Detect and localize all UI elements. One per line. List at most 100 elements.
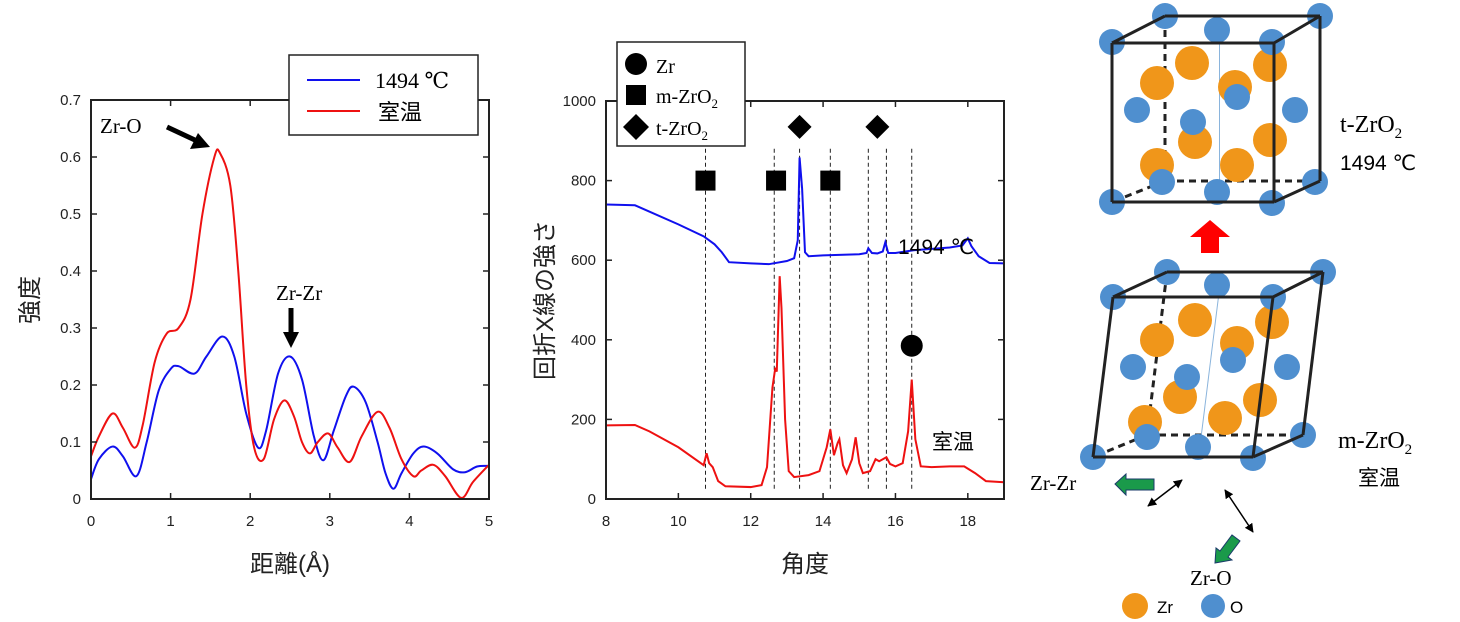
zr-atom: [1255, 305, 1289, 339]
atom-legend-zr: Zr: [1157, 598, 1173, 617]
cell-edge: [1091, 296, 1115, 458]
diamond-marker-icon: [865, 114, 890, 139]
y-tick-label: 0.3: [60, 320, 81, 337]
rdf-legend: 1494 ℃ 室温: [288, 54, 479, 136]
atom-legend: Zr O: [1122, 593, 1243, 619]
legend-label-t-zro2: t-ZrO2: [656, 118, 708, 143]
rdf-x-axis-label: 距離(Å): [250, 550, 330, 578]
crystal-structure-diagram: Zr-Zr Zr-O t-ZrO2 1494 ℃ m-ZrO2 室温 Zr O: [1030, 3, 1416, 619]
m-zro2-temp: 室温: [1358, 467, 1400, 490]
x-tick-label: 8: [602, 513, 610, 530]
zr-atom: [1253, 48, 1287, 82]
legend-label-zr: Zr: [656, 56, 675, 78]
xrd-curves: [605, 157, 1005, 489]
cell-edge: [1301, 271, 1325, 436]
t-zro2-temp: 1494 ℃: [1340, 152, 1416, 175]
cell-edge-hidden: [1111, 179, 1166, 204]
o-atom: [1274, 354, 1300, 380]
zr-atom: [1140, 323, 1174, 357]
t-zro2-label: t-ZrO2: [1340, 112, 1402, 142]
zr-zr-shift-arrow-icon: [1114, 472, 1155, 497]
y-tick-label: 400: [571, 332, 596, 349]
annotation-zr-o: Zr-O: [100, 114, 142, 138]
square-marker-icon: [695, 170, 716, 191]
o-atom: [1180, 109, 1206, 135]
series-line-1: [605, 276, 1005, 489]
x-tick-label: 14: [815, 513, 832, 530]
o-atom: [1224, 84, 1250, 110]
y-tick-label: 0.2: [60, 377, 81, 394]
legend-square-icon: [626, 85, 646, 105]
y-tick-label: 0: [588, 491, 596, 508]
o-atom: [1282, 97, 1308, 123]
o-atom: [1204, 272, 1230, 298]
m-zro2-label: m-ZrO2: [1338, 428, 1412, 458]
xrd-plot-frame: [605, 100, 1005, 500]
xrd-peak-lines: [705, 148, 913, 490]
o-atom: [1204, 17, 1230, 43]
zr-atom: [1140, 66, 1174, 100]
y-tick-label: 800: [571, 173, 596, 190]
zr-atom: [1178, 125, 1212, 159]
y-tick-label: 0: [73, 491, 81, 508]
bond-label-zr-o: Zr-O: [1190, 566, 1232, 590]
m-zro2-unit-cell: [1080, 259, 1336, 471]
y-tick-label: 0.6: [60, 149, 81, 166]
circle-marker-icon: [900, 334, 923, 357]
rdf-curves: [90, 148, 490, 499]
xrd-ticks: 8 10 12 14 16 18 0 200 400 600 800 1000: [563, 93, 1004, 530]
x-tick-label: 16: [887, 513, 904, 530]
legend-diamond-icon: [623, 114, 649, 140]
o-atom: [1134, 424, 1160, 450]
cell-edge: [1251, 296, 1275, 458]
y-tick-label: 0.5: [60, 206, 81, 223]
series-line-0: [90, 335, 490, 490]
x-tick-label: 3: [326, 513, 334, 530]
o-atom: [1174, 364, 1200, 390]
xrd-series-label-room-temp: 室温: [932, 431, 974, 454]
zr-o-shift-arrow-icon: [1214, 534, 1241, 564]
y-tick-label: 0.1: [60, 434, 81, 451]
arrow-zr-o-icon: [165, 124, 210, 149]
bond-label-zr-zr: Zr-Zr: [1030, 471, 1076, 495]
x-tick-label: 0: [87, 513, 95, 530]
legend-circle-icon: [625, 53, 647, 75]
o-atom: [1204, 179, 1230, 205]
cell-edge: [1252, 433, 1304, 459]
rdf-ticks: 0 1 2 3 4 5 0 0.1 0.2 0.3 0.4 0.5 0.6 0.7: [60, 92, 493, 530]
o-atom-icon: [1201, 594, 1225, 618]
cell-edge: [1273, 14, 1321, 45]
o-atom: [1220, 347, 1246, 373]
o-atom: [1124, 97, 1150, 123]
o-atom: [1185, 434, 1211, 460]
y-tick-label: 600: [571, 252, 596, 269]
x-tick-label: 2: [246, 513, 254, 530]
t-zro2-unit-cell: [1099, 3, 1333, 216]
phase-transition-arrow-icon: [1190, 220, 1230, 253]
y-tick-label: 0.7: [60, 92, 81, 109]
y-tick-label: 200: [571, 411, 596, 428]
series-line-1: [90, 148, 490, 499]
inner-guide: [1199, 284, 1221, 447]
x-tick-label: 12: [742, 513, 759, 530]
x-tick-label: 5: [485, 513, 493, 530]
arrow-zr-zr-icon: [283, 308, 299, 348]
cell-edge: [1111, 14, 1166, 45]
x-tick-label: 18: [959, 513, 976, 530]
x-tick-label: 10: [670, 513, 687, 530]
zr-atom-icon: [1122, 593, 1148, 619]
square-marker-icon: [766, 170, 787, 191]
atom-legend-o: O: [1230, 598, 1243, 617]
annotation-zr-zr: Zr-Zr: [276, 281, 322, 305]
square-marker-icon: [820, 170, 841, 191]
y-tick-label: 1000: [563, 93, 596, 110]
xrd-x-axis-label: 角度: [781, 551, 829, 578]
o-atom: [1149, 169, 1175, 195]
cell-edge: [1112, 270, 1168, 299]
x-tick-label: 1: [166, 513, 174, 530]
xrd-legend: Zr m-ZrO2 t-ZrO2: [616, 41, 746, 147]
legend-label-m-zro2: m-ZrO2: [656, 86, 718, 111]
y-tick-label: 0.4: [60, 263, 81, 280]
